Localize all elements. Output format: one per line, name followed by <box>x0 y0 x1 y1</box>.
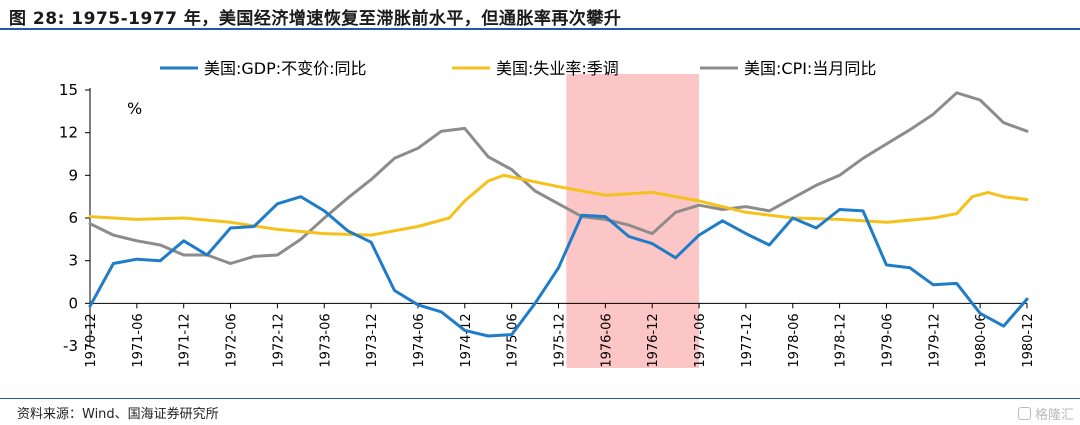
x-tick-label: 1974-12 <box>459 313 474 367</box>
y-tick-label: 0 <box>68 294 78 312</box>
x-tick-label: 1975-06 <box>506 313 521 367</box>
series-line-unemployment <box>88 173 1029 237</box>
y-tick-label: 9 <box>68 166 78 184</box>
legend-label-unemployment: 美国:失业率:季调 <box>496 59 619 78</box>
x-tick-label: 1973-12 <box>365 313 380 367</box>
title-bar: 图 28: 1975-1977 年，美国经济增速恢复至滞胀前水平，但通胀率再次攀… <box>0 0 1080 30</box>
x-tick-label: 1977-06 <box>693 313 708 367</box>
y-tick-label: 3 <box>68 252 78 270</box>
chart-title: 图 28: 1975-1977 年，美国经济增速恢复至滞胀前水平，但通胀率再次攀… <box>9 9 622 29</box>
x-tick-label: 1972-06 <box>225 313 240 367</box>
source-bar: 资料来源：Wind、国海证券研究所 格隆汇 <box>0 398 1080 425</box>
y-tick-label: 12 <box>59 124 78 142</box>
highlight-band <box>566 74 700 368</box>
source-note: 资料来源：Wind、国海证券研究所 <box>17 407 219 422</box>
y-unit-label: % <box>127 99 142 118</box>
y-tick-label: 6 <box>68 209 78 227</box>
x-tick-label: 1976-06 <box>599 313 614 367</box>
watermark: 格隆汇 <box>1017 404 1074 423</box>
x-tick-label: 1974-06 <box>412 313 427 367</box>
series-line-gdp <box>88 195 1029 338</box>
y-tick-label: -3 <box>63 337 78 355</box>
x-tick-label: 1976-12 <box>646 313 661 367</box>
x-tick-label: 1978-12 <box>834 313 849 367</box>
x-tick-label: 1979-06 <box>880 313 895 367</box>
x-tick-label: 1980-12 <box>1021 313 1036 367</box>
x-tick-label: 1970-12 <box>84 313 99 367</box>
x-tick-label: 1971-12 <box>178 313 193 367</box>
legend-label-cpi: 美国:CPI:当月同比 <box>744 59 876 78</box>
legend-label-gdp: 美国:GDP:不变价:同比 <box>204 59 367 78</box>
x-tick-label: 1973-06 <box>318 313 333 367</box>
watermark-text: 格隆汇 <box>1034 408 1074 423</box>
line-chart: 15 12 9 6 3 0 -3% 1970-12 1971-06 1971-12 1972-06 1… <box>59 59 1036 368</box>
x-tick-label: 1971-06 <box>131 313 146 367</box>
x-tick-label: 1975-12 <box>553 313 568 367</box>
x-tick-label: 1977-12 <box>740 313 755 367</box>
y-tick-label: 15 <box>59 81 78 99</box>
x-tick-label: 1979-12 <box>927 313 942 367</box>
x-tick-label: 1978-06 <box>787 313 802 367</box>
series-line-cpi <box>88 91 1029 265</box>
x-tick-label: 1980-06 <box>974 313 989 367</box>
x-tick-label: 1972-12 <box>271 313 286 367</box>
watermark-logo-icon <box>1017 407 1031 420</box>
